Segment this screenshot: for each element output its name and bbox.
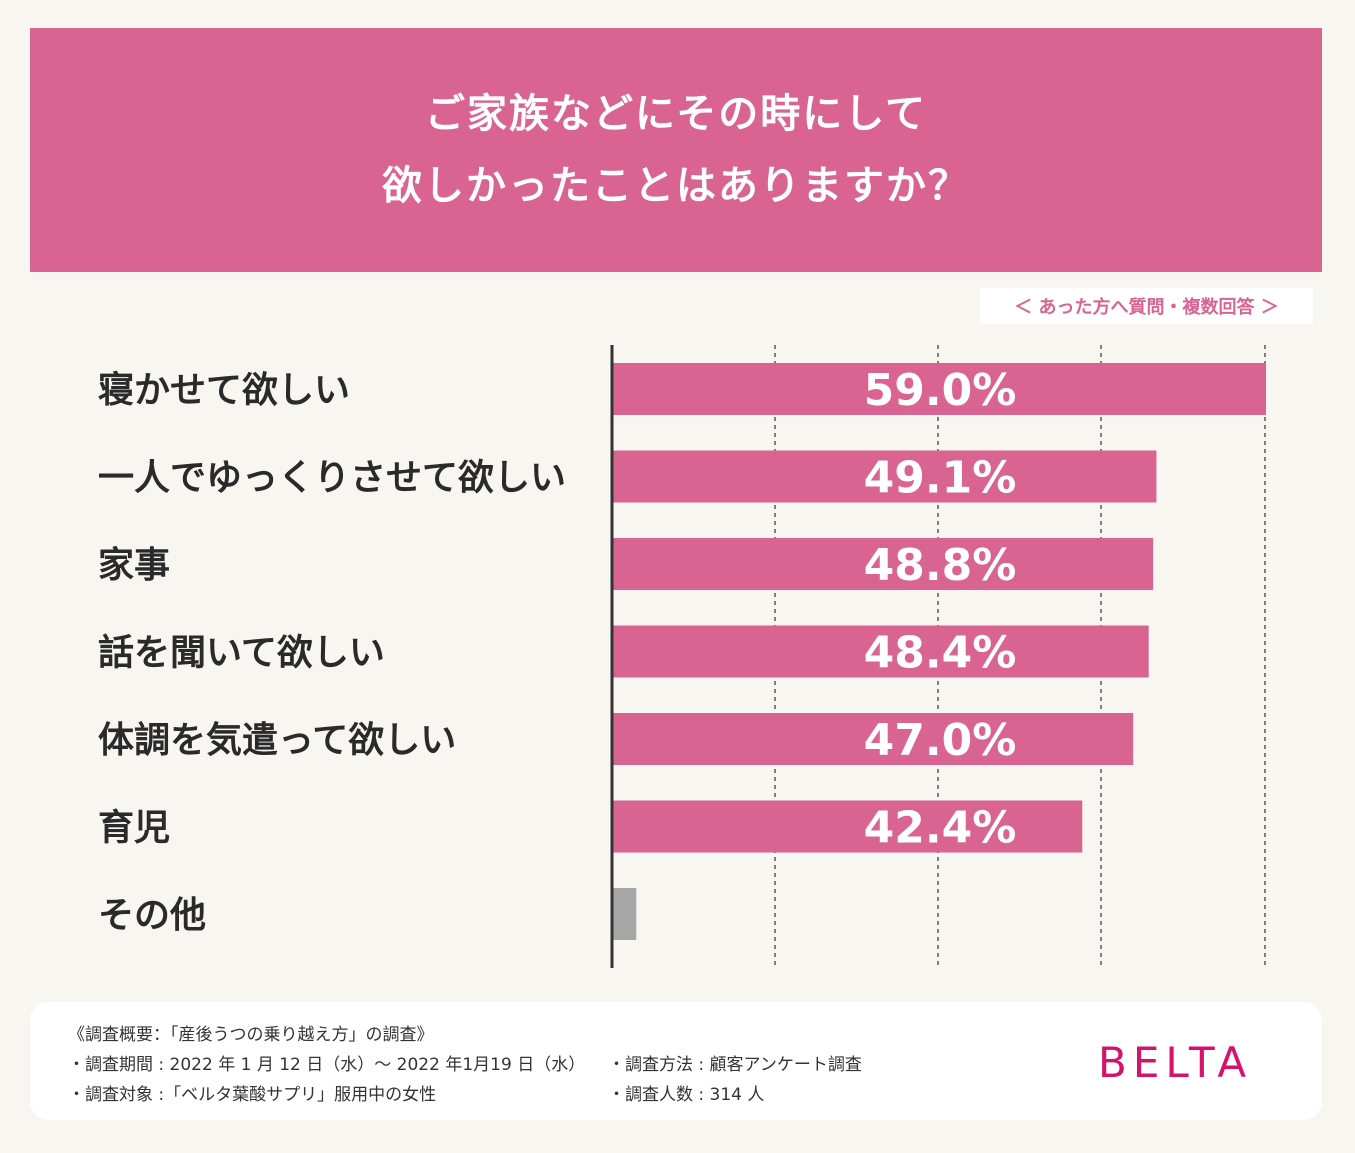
bar [613, 888, 637, 940]
bar [613, 713, 1134, 765]
survey-period: ・調査期間 : 2022 年 1 月 12 日（水）〜 2022 年1月19 日… [68, 1055, 586, 1075]
survey-target: ・調査対象 :「ベルタ葉酸サプリ」服用中の女性 [68, 1085, 437, 1105]
question-note: ＜ あった方へ質問・複数回答 ＞ [980, 288, 1313, 324]
category-label: 育児 [98, 808, 170, 849]
value-label: 42.4% [864, 803, 1017, 854]
bar [613, 450, 1157, 503]
value-label: 48.8% [864, 540, 1017, 591]
category-label: その他 [98, 895, 206, 936]
category-label: 寝かせて欲しい [98, 369, 350, 411]
category-label: 話を聞いて欲しい [98, 633, 385, 674]
bar [613, 625, 1149, 678]
bar [613, 538, 1154, 590]
belta-logo: BELTA [1098, 1038, 1253, 1087]
category-label: 体調を気遣って欲しい [98, 720, 456, 761]
survey-summary: 《調査概要：「産後うつの乗り越え方」の調査》 [68, 1025, 434, 1045]
category-labels: 寝かせて欲しい一人でゆっくりさせて欲しい家事話を聞いて欲しい体調を気遣って欲しい… [98, 369, 566, 936]
bars [613, 363, 1266, 940]
title-line-2: 欲しかったことはありますか？ [382, 162, 970, 209]
value-label: 59.0% [864, 365, 1017, 416]
bar [613, 363, 1266, 415]
category-label: 家事 [98, 545, 170, 586]
category-label: 一人でゆっくりさせて欲しい [98, 458, 566, 499]
survey-method: ・調査方法 : 顧客アンケート調査 [608, 1055, 862, 1075]
value-label: 47.0% [864, 715, 1017, 766]
value-labels: 59.0% 49.1% 48.8% 48.4% 47.0% 42.4% [864, 365, 1017, 854]
value-label: 48.4% [864, 628, 1017, 679]
survey-footer: 《調査概要：「産後うつの乗り越え方」の調査》 ・調査期間 : 2022 年 1 … [30, 1002, 1322, 1120]
survey-count: ・調査人数 : 314 人 [608, 1085, 765, 1105]
bar-chart: 寝かせて欲しい一人でゆっくりさせて欲しい家事話を聞いて欲しい体調を気遣って欲しい… [98, 345, 1266, 968]
bar [613, 800, 1083, 853]
value-label: 49.1% [864, 453, 1017, 504]
title-line-1: ご家族などにその時にして [425, 90, 927, 137]
title-banner: ご家族などにその時にして 欲しかったことはありますか？ [30, 28, 1322, 272]
